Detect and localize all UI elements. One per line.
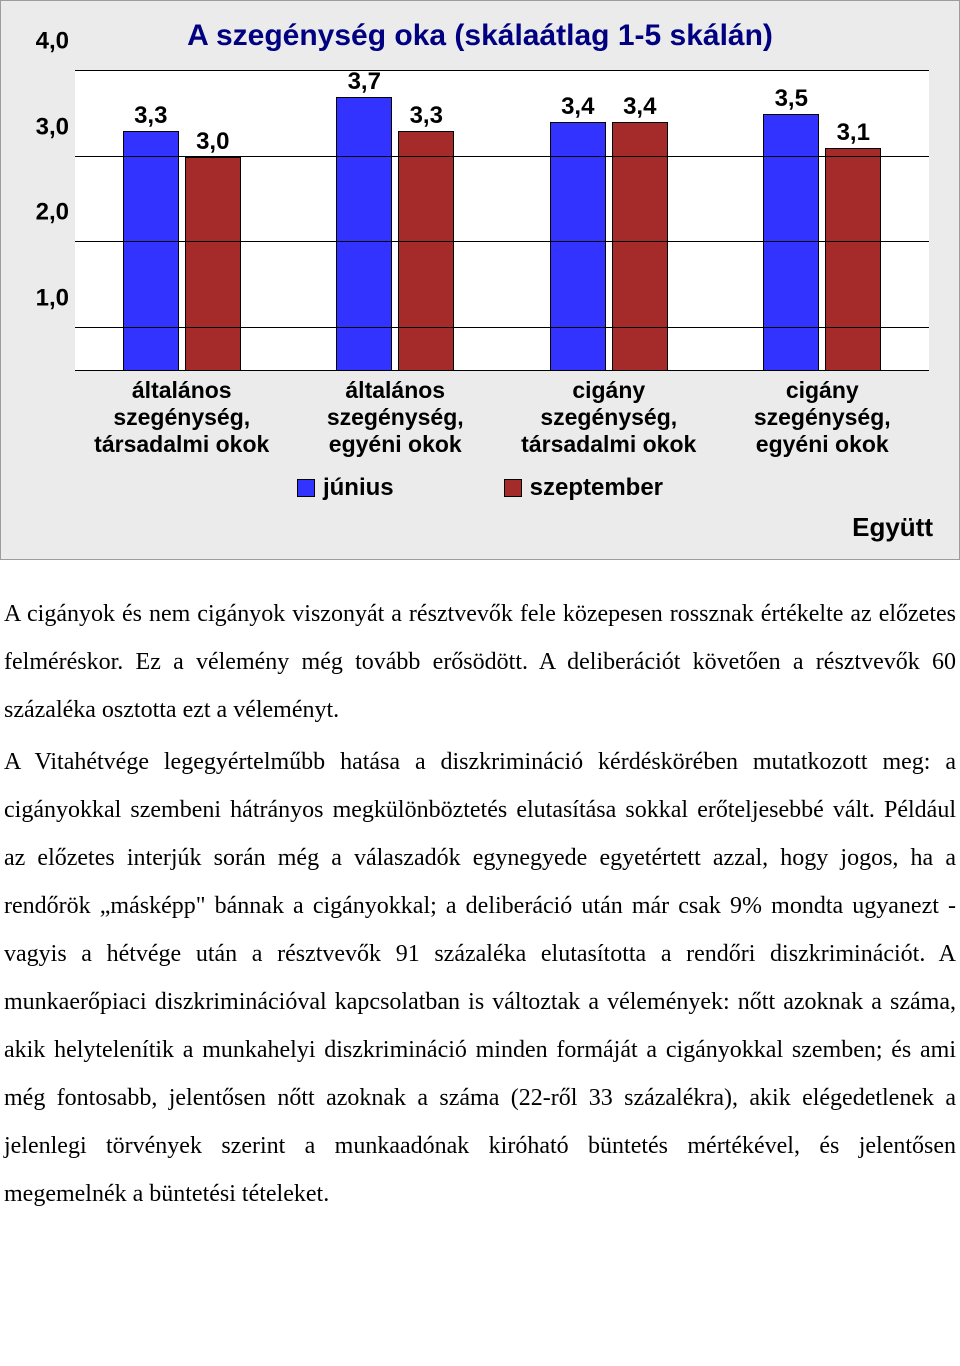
y-axis: 1,02,03,04,0 bbox=[5, 71, 71, 371]
gridline bbox=[75, 70, 929, 71]
gridline bbox=[75, 156, 929, 157]
y-tick-label: 2,0 bbox=[36, 199, 69, 227]
chart-caption: Együtt bbox=[1, 512, 959, 559]
bars-row: 3,33,03,73,33,43,43,53,1 bbox=[75, 71, 929, 371]
gridline bbox=[75, 327, 929, 328]
gridline bbox=[75, 241, 929, 242]
bar-group: 3,33,0 bbox=[75, 71, 289, 371]
bar-value-label: 3,4 bbox=[623, 93, 656, 121]
bar-june: 3,7 bbox=[336, 97, 392, 371]
legend-label-june: június bbox=[323, 474, 394, 502]
bar-sept: 3,4 bbox=[612, 122, 668, 371]
bar-value-label: 3,0 bbox=[196, 128, 229, 156]
y-tick-label: 3,0 bbox=[36, 113, 69, 141]
bar-june: 3,4 bbox=[550, 122, 606, 371]
category-label: általános szegénység, egyéni okok bbox=[289, 377, 503, 458]
legend: június szeptember bbox=[1, 474, 959, 502]
paragraph-2: A Vitahétvége legegyértelműbb hatása a d… bbox=[4, 738, 956, 1218]
category-row: általános szegénység, társadalmi okokált… bbox=[1, 377, 959, 458]
chart-title: A szegénység oka (skálaátlag 1-5 skálán) bbox=[1, 19, 959, 53]
legend-item-sept: szeptember bbox=[504, 474, 663, 502]
bar-value-label: 3,3 bbox=[410, 102, 443, 130]
bar-sept: 3,0 bbox=[185, 157, 241, 371]
bar-june: 3,3 bbox=[123, 131, 179, 371]
y-tick-label: 4,0 bbox=[36, 28, 69, 56]
bar-value-label: 3,7 bbox=[348, 68, 381, 96]
bar-sept: 3,3 bbox=[398, 131, 454, 371]
chart-panel: A szegénység oka (skálaátlag 1-5 skálán)… bbox=[0, 0, 960, 560]
plot-area: 3,33,03,73,33,43,43,53,1 bbox=[75, 71, 929, 371]
category-label: cigány szegénység, egyéni okok bbox=[716, 377, 930, 458]
bar-value-label: 3,5 bbox=[775, 85, 808, 113]
body-text: A cigányok és nem cigányok viszonyát a r… bbox=[0, 590, 960, 1218]
paragraph-1: A cigányok és nem cigányok viszonyát a r… bbox=[4, 590, 956, 734]
category-label: általános szegénység, társadalmi okok bbox=[75, 377, 289, 458]
plot-area-wrap: 1,02,03,04,0 3,33,03,73,33,43,43,53,1 bbox=[1, 71, 959, 371]
bar-value-label: 3,1 bbox=[837, 119, 870, 147]
bar-group: 3,43,4 bbox=[502, 71, 716, 371]
bar-group: 3,73,3 bbox=[289, 71, 503, 371]
legend-swatch-june bbox=[297, 479, 315, 497]
bar-sept: 3,1 bbox=[825, 148, 881, 371]
y-tick-label: 1,0 bbox=[36, 285, 69, 313]
category-label: cigány szegénység, társadalmi okok bbox=[502, 377, 716, 458]
bar-value-label: 3,4 bbox=[561, 93, 594, 121]
legend-swatch-sept bbox=[504, 479, 522, 497]
legend-label-sept: szeptember bbox=[530, 474, 663, 502]
bar-value-label: 3,3 bbox=[134, 102, 167, 130]
bar-group: 3,5 3,1 bbox=[716, 71, 930, 371]
legend-item-june: június bbox=[297, 474, 394, 502]
